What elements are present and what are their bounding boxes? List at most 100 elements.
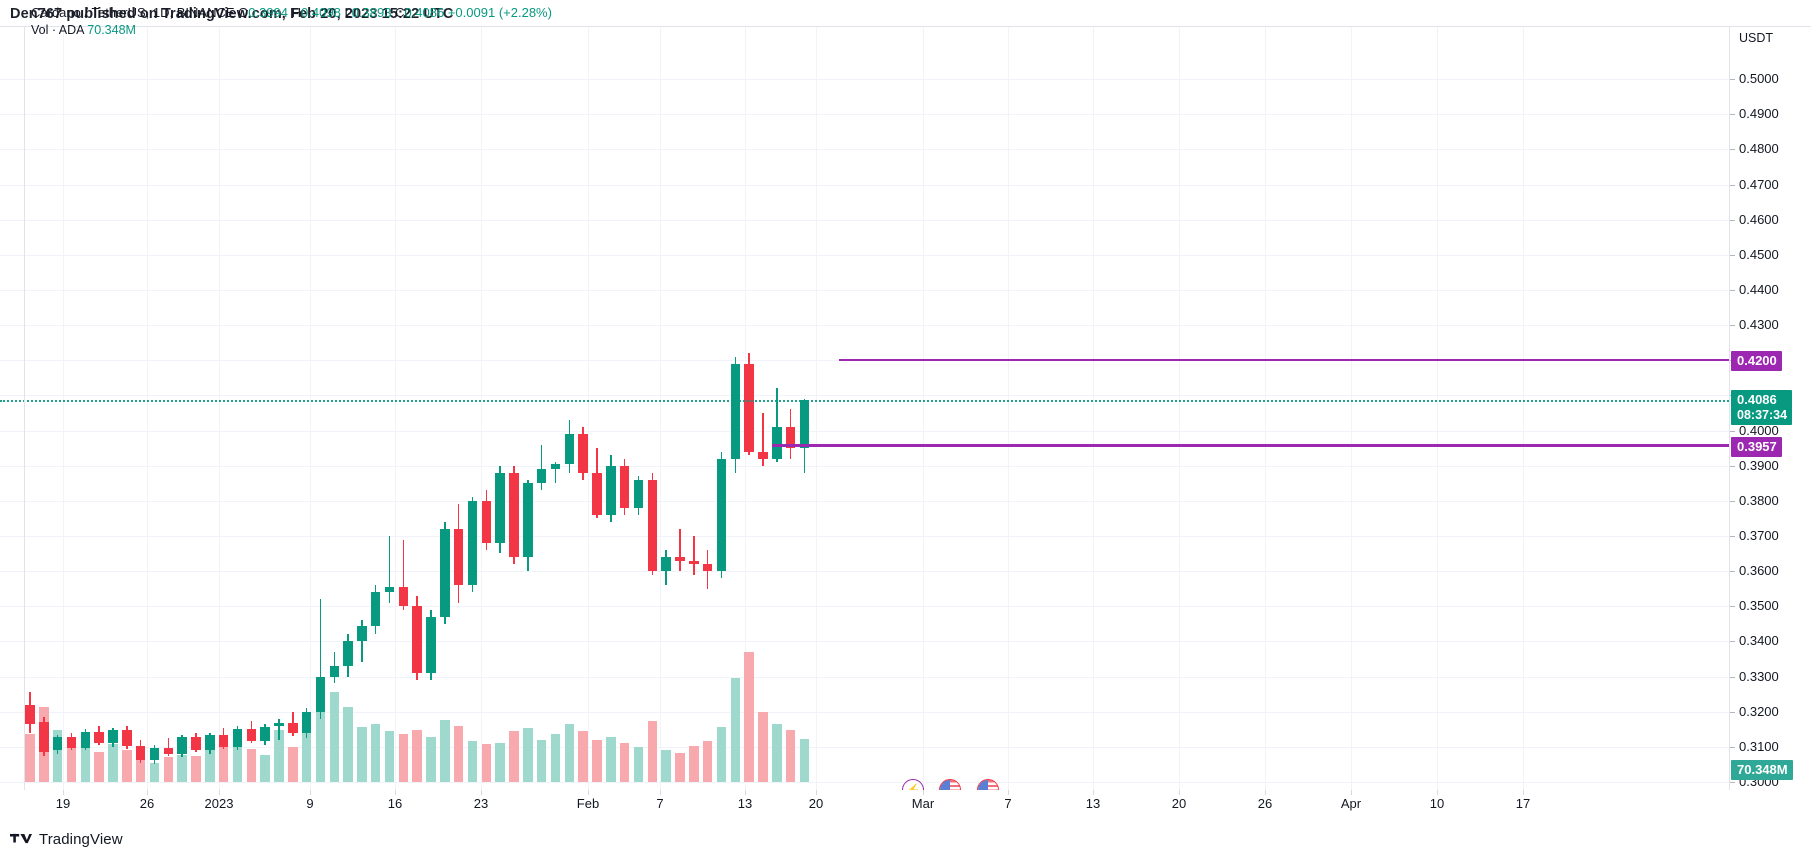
- tradingview-logo[interactable]: TradingView: [10, 830, 123, 849]
- price-axis-tick: [1729, 571, 1735, 573]
- time-axis-tick: [147, 790, 148, 795]
- time-gridline: [219, 27, 220, 790]
- support-price-badge[interactable]: 0.3957: [1731, 436, 1782, 457]
- price-axis-label: 0.3500: [1739, 598, 1779, 614]
- time-axis-label: 20: [808, 796, 824, 811]
- price-axis-tick: [1729, 711, 1735, 713]
- price-gridline: [0, 289, 1729, 291]
- price-axis-label: 0.3300: [1739, 668, 1779, 684]
- volume-bar: [592, 740, 602, 782]
- volume-bar: [716, 726, 727, 782]
- candle-body: [66, 737, 77, 748]
- candle-body: [94, 732, 104, 744]
- volume-bar: [94, 751, 104, 782]
- time-axis-tick: [1008, 790, 1009, 795]
- price-axis-label: 0.3600: [1739, 563, 1779, 579]
- earnings-bolt-marker[interactable]: ⚡: [902, 779, 924, 790]
- candle-body: [80, 732, 91, 748]
- time-gridline: [310, 27, 311, 790]
- tradingview-mark-icon: [10, 830, 32, 849]
- time-axis[interactable]: 19 26 2023 9 16 23 Feb 7 13 20 Mar 7 13 20 26 Apr 10 17: [0, 790, 1811, 820]
- price-axis-tick: [1729, 289, 1735, 291]
- volume-bar: [232, 747, 243, 782]
- volume-bar: [398, 734, 409, 782]
- price-gridline: [0, 114, 1729, 116]
- price-axis[interactable]: USDT 0.5000 0.4900 0.4800 0.4700 0.4600 0.450…: [1729, 27, 1811, 790]
- price-axis-tick: [1729, 325, 1735, 327]
- candle-wick: [540, 444, 543, 491]
- price-axis-label: 0.3100: [1739, 738, 1779, 754]
- time-axis-tick: [1093, 790, 1094, 795]
- volume-bar: [177, 754, 187, 783]
- last-price-badge-countdown: 08:37:34: [1737, 408, 1788, 423]
- chart-pane[interactable]: ⚡: [0, 27, 1729, 790]
- volume-bar: [412, 729, 422, 782]
- price-axis-tick: [1729, 79, 1735, 80]
- last-price-badge[interactable]: 0.4086 08:37:34: [1731, 390, 1793, 426]
- volume-bar: [536, 740, 547, 782]
- horizontal-ray-0.3957[interactable]: [772, 444, 1729, 447]
- candle-body: [495, 472, 505, 543]
- volume-bar: [218, 738, 229, 782]
- volume-bar: [467, 741, 478, 782]
- candle-body: [633, 479, 644, 508]
- price-gridline: [0, 782, 1729, 783]
- header-divider: [0, 26, 1811, 27]
- candle-body: [260, 726, 270, 741]
- volume-bar: [481, 744, 492, 782]
- candle-body: [578, 434, 588, 473]
- time-axis-tick: [1437, 790, 1438, 795]
- candle-body: [122, 730, 132, 747]
- time-axis-label: 16: [387, 796, 403, 811]
- time-axis-tick: [310, 790, 311, 795]
- price-axis-tick: [1729, 184, 1735, 186]
- volume-bar: [135, 751, 146, 782]
- candle-wick: [762, 412, 764, 466]
- volume-bar: [315, 709, 326, 782]
- price-axis-unit: USDT: [1739, 31, 1774, 45]
- candle-body: [661, 557, 671, 572]
- candle-body: [149, 747, 160, 761]
- candle-body: [177, 737, 187, 754]
- price-axis-label: 0.4900: [1739, 106, 1779, 122]
- time-axis-tick: [1351, 790, 1352, 795]
- time-axis-label: 7: [656, 796, 664, 811]
- legend-low-value: 0.3893: [351, 5, 392, 20]
- legend-volume-row[interactable]: Vol · ADA 70.348M: [31, 22, 552, 39]
- time-axis-label: 17: [1515, 796, 1531, 811]
- price-axis-tick: [1729, 606, 1735, 608]
- volume-bar: [772, 724, 782, 782]
- volume-bar: [578, 731, 588, 783]
- time-gridline: [1008, 27, 1009, 790]
- candle-body: [675, 557, 685, 561]
- time-axis-tick: [63, 790, 64, 795]
- time-axis-label: 20: [1171, 796, 1187, 811]
- candle-body: [357, 625, 367, 642]
- price-gridline: [0, 430, 1729, 432]
- us-economic-event-marker-1[interactable]: [939, 779, 961, 790]
- tradingview-wordmark: TradingView: [39, 831, 123, 848]
- candle-body: [453, 528, 464, 586]
- us-economic-event-marker-2[interactable]: [977, 779, 999, 790]
- volume-bar: [785, 729, 796, 782]
- time-axis-label: 23: [473, 796, 489, 811]
- volume-value-badge[interactable]: 70.348M: [1731, 760, 1793, 780]
- horizontal-ray-0.4200[interactable]: [839, 358, 1729, 362]
- legend-high-label: H: [291, 5, 302, 20]
- legend-volume-label: Vol · ADA: [31, 23, 84, 37]
- candle-body: [758, 451, 768, 459]
- time-axis-label: Mar: [911, 796, 935, 811]
- time-axis-tick: [745, 790, 746, 795]
- resistance-price-badge[interactable]: 0.4200: [1731, 351, 1782, 372]
- volume-bar: [246, 748, 257, 782]
- publisher-attribution: Den767 published on TradingView.com, Feb…: [10, 6, 454, 22]
- legend-symbol-row[interactable]: Cardano / TetherUS, 1D, BINANCE O0.3994 …: [31, 4, 552, 21]
- time-axis-label: 26: [139, 796, 155, 811]
- candle-wick: [679, 528, 681, 572]
- candle-body: [108, 730, 118, 744]
- candle-body: [329, 666, 340, 677]
- time-gridline: [147, 27, 148, 790]
- price-gridline: [0, 676, 1729, 678]
- candle-body: [785, 427, 796, 449]
